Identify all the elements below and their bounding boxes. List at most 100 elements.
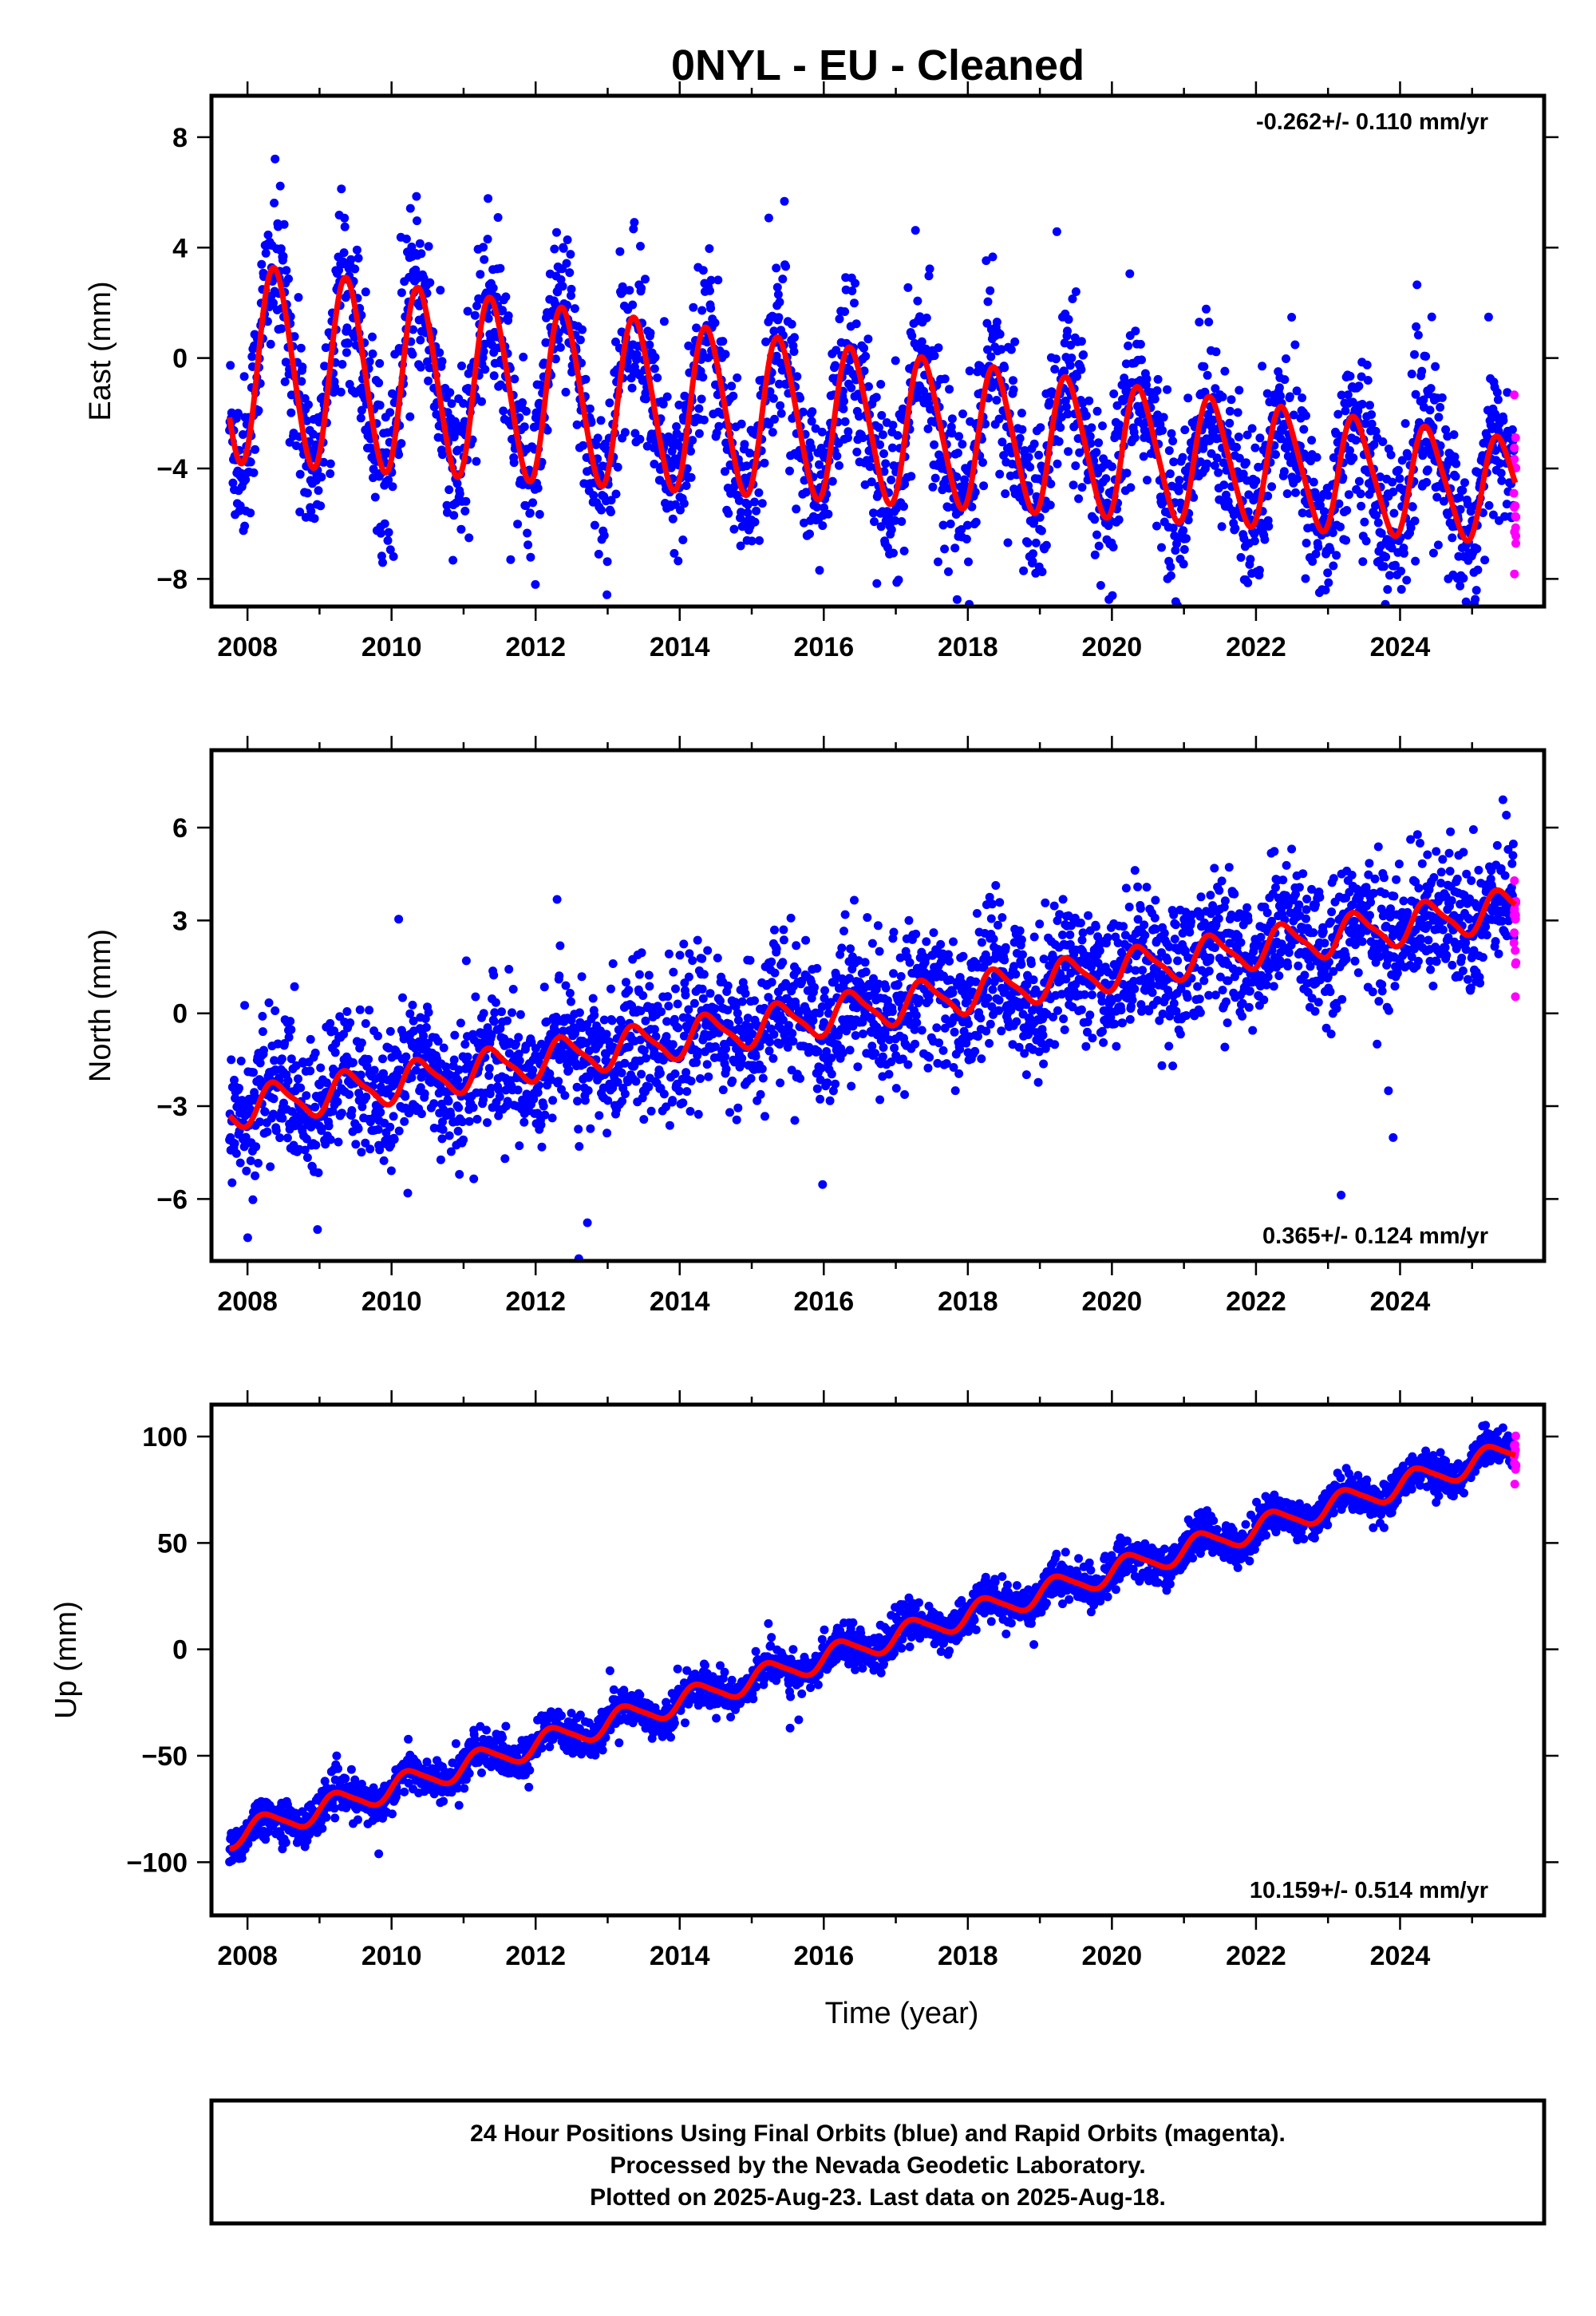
- final-orbit-point: [679, 499, 689, 508]
- final-orbit-point: [227, 1178, 237, 1188]
- final-orbit-point: [768, 428, 777, 437]
- final-orbit-point: [1015, 433, 1025, 443]
- final-orbit-point: [790, 333, 799, 342]
- rapid-orbit-point: [1510, 503, 1519, 512]
- final-orbit-point: [650, 364, 659, 373]
- final-orbit-point: [893, 980, 903, 989]
- final-orbit-point: [555, 342, 565, 352]
- final-orbit-point: [1051, 354, 1061, 364]
- final-orbit-point: [526, 552, 535, 562]
- final-orbit-point: [1059, 1014, 1069, 1024]
- final-orbit-point: [417, 1109, 426, 1119]
- final-orbit-point: [1255, 433, 1265, 443]
- final-orbit-point: [825, 1096, 835, 1105]
- final-orbit-point: [637, 283, 646, 293]
- final-orbit-point: [737, 1053, 747, 1063]
- final-orbit-point: [1171, 546, 1180, 555]
- final-orbit-point: [586, 1124, 595, 1133]
- final-orbit-point: [442, 500, 452, 510]
- final-orbit-point: [1049, 901, 1059, 911]
- final-orbit-point: [310, 1102, 320, 1112]
- final-orbit-point: [1212, 453, 1222, 463]
- final-orbit-point: [776, 401, 785, 410]
- final-orbit-point: [1372, 511, 1381, 520]
- final-orbit-point: [1068, 294, 1077, 303]
- final-orbit-point: [1225, 418, 1235, 428]
- final-orbit-point: [374, 378, 384, 388]
- final-orbit-point: [911, 929, 921, 939]
- final-orbit-point: [1029, 975, 1038, 985]
- final-orbit-point: [484, 194, 493, 204]
- final-orbit-point: [754, 488, 764, 497]
- final-orbit-point: [923, 424, 933, 433]
- final-orbit-point: [424, 376, 433, 385]
- final-orbit-point: [881, 459, 891, 468]
- final-orbit-point: [236, 1057, 246, 1065]
- final-orbit-point: [983, 345, 992, 354]
- final-orbit-point: [513, 520, 523, 529]
- final-orbit-point: [529, 619, 538, 627]
- velocity-rate-label: -0.262+/- 0.110 mm/yr: [1256, 109, 1488, 135]
- final-orbit-point: [875, 1095, 885, 1105]
- final-orbit-point: [606, 508, 615, 516]
- final-orbit-point: [618, 1097, 627, 1106]
- final-orbit-point: [1164, 446, 1174, 456]
- final-orbit-point: [1314, 542, 1323, 551]
- final-orbit-point: [861, 967, 871, 977]
- final-orbit-point: [1349, 453, 1358, 463]
- final-orbit-point: [1329, 453, 1338, 462]
- final-orbit-point: [934, 450, 944, 460]
- final-orbit-point: [585, 404, 595, 413]
- final-orbit-point: [923, 1063, 933, 1073]
- final-orbit-point: [357, 405, 366, 415]
- final-orbit-point: [573, 1097, 583, 1106]
- final-orbit-point: [602, 590, 612, 599]
- final-orbit-point: [1081, 411, 1091, 421]
- final-orbit-point: [447, 399, 456, 409]
- final-orbit-point: [808, 1016, 818, 1026]
- final-orbit-point: [295, 508, 305, 516]
- final-orbit-point: [269, 298, 278, 308]
- final-orbit-point: [1367, 410, 1377, 419]
- final-orbit-point: [985, 892, 994, 902]
- final-orbit-point: [1235, 385, 1244, 395]
- final-orbit-point: [227, 1055, 236, 1065]
- final-orbit-point: [867, 477, 876, 487]
- final-orbit-point: [1071, 461, 1080, 471]
- final-orbit-point: [1049, 1012, 1058, 1022]
- final-orbit-point: [954, 432, 964, 441]
- final-orbit-point: [933, 1058, 942, 1068]
- final-orbit-point: [1165, 469, 1175, 479]
- final-orbit-point: [605, 398, 614, 408]
- final-orbit-point: [1302, 539, 1311, 547]
- final-orbit-point: [420, 1089, 429, 1098]
- final-orbit-point: [887, 1007, 897, 1016]
- x-tick-label: 2010: [361, 632, 422, 662]
- final-orbit-point: [1137, 355, 1146, 365]
- final-orbit-point: [590, 1010, 599, 1020]
- model-fit-line: [227, 264, 1519, 544]
- final-orbit-point: [971, 517, 981, 527]
- final-orbit-point: [1035, 512, 1045, 522]
- final-orbit-point: [1260, 535, 1270, 544]
- final-orbit-point: [1202, 304, 1211, 314]
- final-orbit-point: [255, 1058, 265, 1068]
- y-axis-label: East (mm): [84, 281, 117, 421]
- final-orbit-point: [1035, 919, 1045, 929]
- final-orbit-point: [1362, 360, 1372, 370]
- final-orbit-point: [954, 1069, 964, 1078]
- final-orbit-point: [692, 323, 701, 333]
- final-orbit-point: [1117, 380, 1127, 389]
- final-orbit-point: [815, 460, 824, 469]
- final-orbit-point: [1480, 555, 1490, 565]
- final-orbit-point: [294, 293, 303, 302]
- final-orbit-point: [1096, 581, 1105, 590]
- final-orbit-point: [838, 1048, 847, 1057]
- final-orbit-point: [1323, 491, 1333, 500]
- final-orbit-point: [1079, 350, 1088, 359]
- final-orbit-point: [1179, 526, 1188, 536]
- final-orbit-point: [602, 557, 612, 567]
- final-orbit-point: [875, 947, 884, 956]
- final-orbit-point: [1496, 468, 1506, 478]
- final-orbit-point: [235, 1158, 245, 1168]
